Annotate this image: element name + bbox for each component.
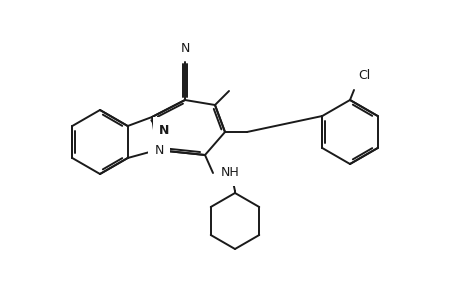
Text: Cl: Cl (357, 69, 369, 82)
Text: N: N (180, 42, 189, 55)
Text: N: N (154, 143, 163, 157)
Text: NH: NH (220, 167, 239, 179)
Text: N: N (158, 124, 169, 136)
